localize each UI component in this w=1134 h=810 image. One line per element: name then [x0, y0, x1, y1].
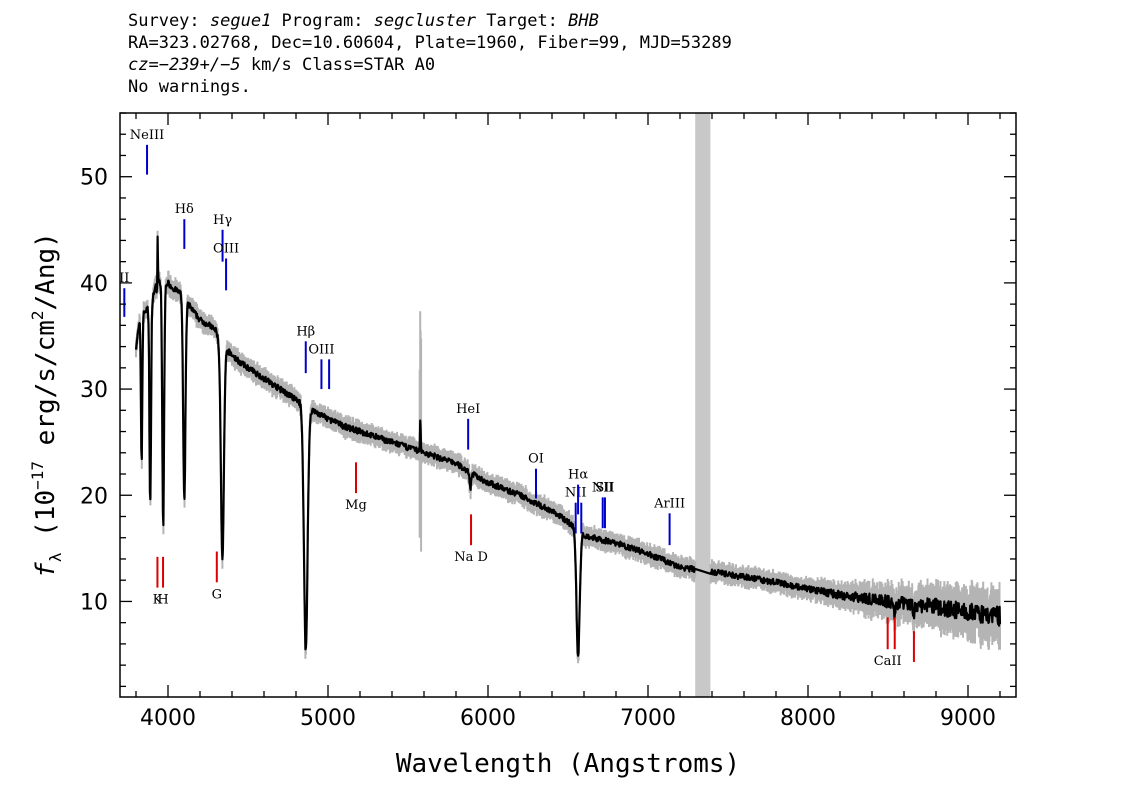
header-redshift-line: cz=−239+/−5 km/s Class=STAR A0 — [128, 54, 732, 76]
cz-rest: km/s Class=STAR A0 — [240, 55, 436, 75]
cz-value: −239+/−5 — [158, 55, 241, 75]
line-marker-label: Hδ — [175, 202, 194, 217]
axis-ticks — [120, 112, 1016, 697]
x-tick-label: 7000 — [620, 706, 676, 731]
line-marker-label: NeIII — [130, 128, 164, 143]
y-tick-label: 20 — [80, 484, 108, 509]
plot-frame — [119, 112, 1017, 698]
x-tick-label: 9000 — [940, 706, 996, 731]
line-marker-label: NII — [565, 486, 587, 501]
header-coordinates-line: RA=323.02768, Dec=10.60604, Plate=1960, … — [128, 33, 732, 53]
line-marker-label: NII — [592, 480, 614, 495]
x-tick-label: 5000 — [300, 706, 356, 731]
spectral-line-markers: NeIIIIIHδHγOIIIHβOIIIHeIOINIIHαNIISIIArI… — [119, 128, 915, 669]
program-label: Program: — [271, 11, 374, 31]
y-axis-mid: erg/s/cm — [31, 320, 61, 461]
y-axis-title: fλ (10−17 erg/s/cm2/Ang) — [28, 232, 65, 578]
header-warnings-line: No warnings. — [128, 77, 251, 97]
target-value: BHB — [568, 11, 599, 31]
x-tick-label: 6000 — [460, 706, 516, 731]
line-marker-label: K — [153, 593, 163, 608]
line-marker-label: Na D — [454, 550, 488, 565]
masked-wavelength-band — [695, 113, 711, 697]
line-marker-label: OIII — [213, 241, 239, 256]
line-marker-label: H — [157, 593, 168, 608]
x-tick-label: 4000 — [140, 706, 196, 731]
spectrum-header: Survey: segue1 Program: segcluster Targe… — [128, 10, 732, 98]
line-marker-label: CaII — [874, 654, 902, 669]
y-axis-lambda: λ — [46, 552, 65, 562]
line-marker-label: Hγ — [213, 213, 232, 228]
y-tick-label: 50 — [80, 166, 108, 191]
line-marker-label: Hα — [568, 468, 588, 483]
y-tick-label: 30 — [80, 378, 108, 403]
y-axis-exp2: 2 — [28, 310, 47, 320]
line-marker-label: HeI — [456, 402, 480, 417]
x-tick-label: 8000 — [780, 706, 836, 731]
survey-value: segue1 — [209, 11, 272, 31]
axis-tick-labels: 4000 5000 6000 7000 8000 9000 10 20 30 40 50 — [80, 166, 996, 731]
y-tick-label: 40 — [80, 272, 108, 297]
line-marker-label: OI — [528, 452, 544, 467]
y-axis-open: (10 — [31, 490, 61, 553]
line-marker-label: G — [212, 587, 222, 602]
x-axis-title: Wavelength (Angstroms) — [396, 749, 740, 779]
line-marker-label: ArIII — [653, 496, 685, 511]
y-tick-label: 10 — [80, 590, 108, 615]
target-label: Target: — [476, 11, 569, 31]
y-axis-f: f — [31, 562, 61, 578]
cz-label: cz= — [128, 55, 159, 75]
line-marker-label: Mg — [345, 498, 367, 513]
flux-series-line — [134, 235, 1002, 657]
y-axis-close: /Ang) — [31, 232, 61, 310]
line-marker-label: OIII — [308, 342, 334, 357]
header-survey-line: Survey: segue1 Program: segcluster Targe… — [128, 10, 732, 32]
line-marker-label: SII — [595, 480, 614, 495]
survey-label: Survey: — [128, 11, 210, 31]
y-axis-exp: −17 — [28, 461, 47, 490]
line-marker-label: II — [119, 271, 129, 286]
program-value: segcluster — [373, 11, 477, 31]
line-marker-label: Hβ — [296, 324, 315, 339]
